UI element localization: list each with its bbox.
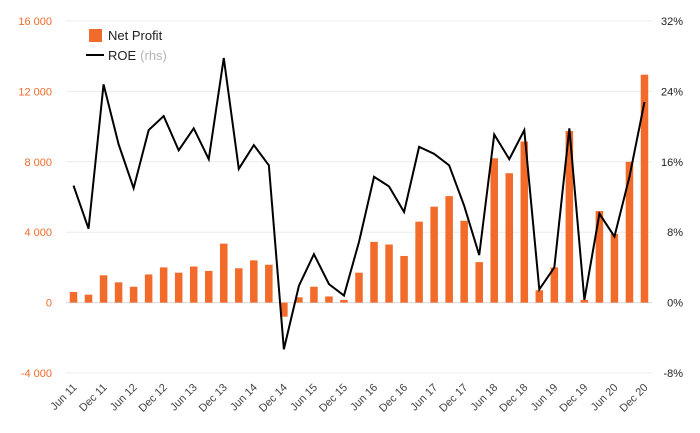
net-profit-bar bbox=[174, 272, 183, 303]
net-profit-bar bbox=[325, 296, 333, 303]
net-profit-bar bbox=[640, 74, 649, 303]
x-tick-label: Dec 13 bbox=[197, 382, 230, 415]
left-tick-label: 0 bbox=[46, 298, 52, 310]
x-tick-label: Dec 15 bbox=[317, 382, 350, 415]
net-profit-bar bbox=[445, 196, 453, 303]
left-tick-label: 16 000 bbox=[18, 16, 52, 28]
legend-roe-name: ROE bbox=[108, 48, 137, 63]
legend-roe-label: ROE (rhs) bbox=[108, 48, 167, 63]
net-profit-bar bbox=[280, 302, 288, 317]
net-profit-bar bbox=[490, 158, 498, 303]
net-profit-bar bbox=[625, 161, 634, 303]
net-profit-bar bbox=[129, 286, 138, 303]
right-tick-label: 8% bbox=[667, 227, 683, 239]
x-tick-label: Jun 20 bbox=[589, 382, 621, 414]
x-tick-label: Dec 11 bbox=[77, 382, 110, 415]
x-tick-label: Jun 14 bbox=[228, 382, 260, 414]
x-tick-label: Dec 20 bbox=[617, 382, 650, 415]
x-tick-label: Dec 12 bbox=[137, 382, 170, 415]
net-profit-bar bbox=[295, 297, 303, 303]
right-axis-ticks: -8% 0% 8% 16% 24% 32% bbox=[661, 16, 683, 380]
net-profit-bar bbox=[475, 262, 483, 303]
x-tick-label: Jun 19 bbox=[529, 382, 561, 414]
left-tick-label: -4 000 bbox=[21, 368, 52, 380]
legend-net-profit-swatch bbox=[89, 29, 102, 42]
gridlines bbox=[66, 20, 652, 374]
x-tick-label: Dec 19 bbox=[557, 382, 590, 415]
net-profit-bar bbox=[144, 274, 153, 303]
net-profit-bar bbox=[204, 270, 213, 303]
right-tick-label: 0% bbox=[667, 298, 683, 310]
net-profit-bar bbox=[310, 286, 318, 303]
net-profit-bar bbox=[370, 241, 378, 303]
x-tick-label: Jun 13 bbox=[168, 382, 200, 414]
net-profit-bar bbox=[250, 260, 258, 303]
net-profit-bar bbox=[99, 275, 108, 303]
x-tick-label: Jun 15 bbox=[288, 382, 320, 414]
x-tick-label: Jun 17 bbox=[408, 382, 440, 414]
left-tick-label: 4 000 bbox=[24, 227, 52, 239]
net-profit-bar bbox=[355, 272, 363, 303]
net-profit-bar bbox=[189, 266, 198, 303]
x-tick-label: Dec 16 bbox=[377, 382, 410, 415]
right-tick-label: 32% bbox=[661, 16, 683, 28]
net-profit-bar bbox=[400, 255, 408, 303]
x-tick-label: Dec 14 bbox=[257, 382, 290, 415]
net-profit-bar bbox=[265, 264, 273, 303]
legend-net-profit-label: Net Profit bbox=[108, 28, 163, 43]
x-tick-label: Dec 18 bbox=[497, 382, 530, 415]
legend: Net Profit ROE (rhs) bbox=[86, 28, 167, 63]
net-profit-bar bbox=[505, 173, 514, 303]
right-tick-label: 24% bbox=[661, 86, 683, 98]
net-profit-bar bbox=[535, 290, 544, 303]
x-tick-label: Jun 16 bbox=[348, 382, 380, 414]
net-profit-bar bbox=[69, 292, 78, 303]
net-profit-bar bbox=[580, 299, 589, 303]
net-profit-bar bbox=[159, 267, 168, 303]
net-profit-bar bbox=[610, 233, 619, 303]
x-tick-label: Dec 17 bbox=[437, 382, 470, 415]
net-profit-bars bbox=[69, 74, 649, 317]
net-profit-bar bbox=[415, 221, 423, 303]
x-tick-label: Jun 11 bbox=[48, 382, 79, 413]
net-profit-bar bbox=[565, 131, 574, 303]
net-profit-bar bbox=[520, 141, 529, 303]
net-profit-bar bbox=[550, 267, 559, 303]
net-profit-bar bbox=[430, 206, 438, 303]
roe-line bbox=[72, 57, 646, 350]
net-profit-bar bbox=[220, 243, 228, 303]
left-axis-ticks: -4 000 0 4 000 8 000 12 000 16 000 bbox=[18, 16, 52, 380]
net-profit-bar bbox=[595, 211, 604, 303]
left-tick-label: 8 000 bbox=[24, 157, 52, 169]
right-tick-label: 16% bbox=[661, 157, 683, 169]
legend-roe-note: (rhs) bbox=[140, 48, 167, 63]
net-profit-bar bbox=[460, 220, 468, 303]
left-tick-label: 12 000 bbox=[18, 86, 52, 98]
x-tick-label: Jun 18 bbox=[469, 382, 501, 414]
net-profit-bar bbox=[235, 268, 243, 303]
net-profit-bar bbox=[340, 299, 348, 303]
net-profit-bar bbox=[114, 282, 123, 303]
x-tick-label: Jun 12 bbox=[108, 382, 140, 414]
right-tick-label: -8% bbox=[663, 368, 683, 380]
net-profit-bar bbox=[84, 294, 93, 303]
net-profit-bar bbox=[385, 244, 393, 303]
